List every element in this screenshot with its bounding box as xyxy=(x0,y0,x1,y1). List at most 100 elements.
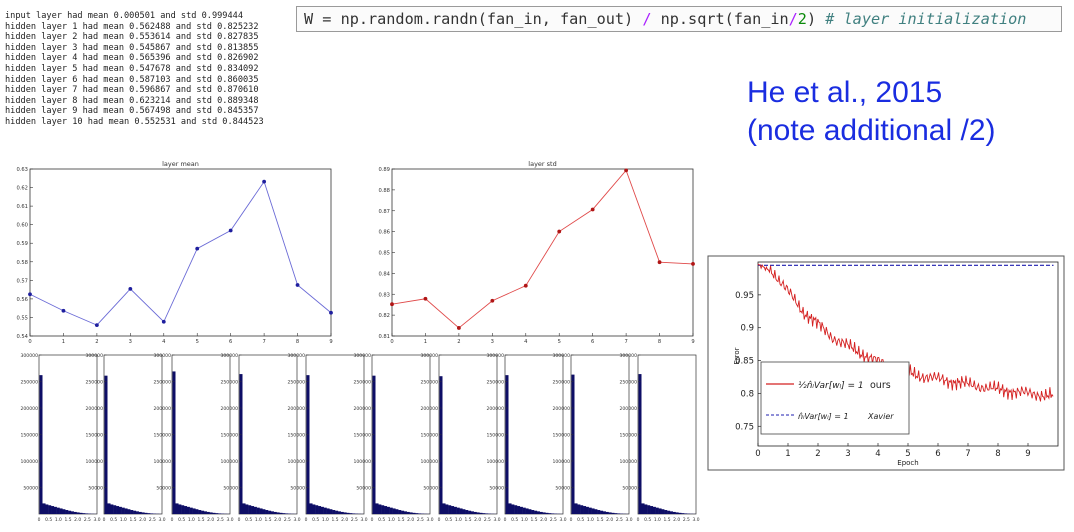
layer-mean-title: layer mean xyxy=(162,160,199,168)
error-x-tick-label: 8 xyxy=(995,449,1000,459)
histogram-bar xyxy=(130,510,134,514)
histogram-y-tick-label: 200000 xyxy=(153,406,171,412)
histogram-bar xyxy=(453,506,457,514)
histogram-bar xyxy=(536,511,540,514)
histogram-bar xyxy=(323,507,327,514)
layer-mean-point xyxy=(262,179,267,184)
histogram-bar xyxy=(335,510,339,514)
layer-mean-series-line xyxy=(29,180,332,326)
histogram-bar xyxy=(517,506,521,514)
layer-std-point xyxy=(590,207,595,212)
histogram-bar xyxy=(459,508,463,514)
histogram-y-tick-label: 300000 xyxy=(420,353,438,359)
histogram-bar xyxy=(195,509,199,514)
histogram-x-tick-label: 2.5 xyxy=(284,517,291,523)
histogram-bar xyxy=(664,510,668,514)
histogram-bar xyxy=(133,510,137,514)
histogram-x-tick-label: 1.5 xyxy=(597,517,604,523)
histogram-y-tick-label: 250000 xyxy=(486,380,504,386)
layer-std-point xyxy=(456,326,461,330)
histogram-x-tick-label: 1.5 xyxy=(531,517,538,523)
layer-std-x-tick-label: 2 xyxy=(457,339,460,345)
histogram-peak-bar xyxy=(239,374,243,514)
layer-std-point xyxy=(390,302,394,307)
histogram-bar xyxy=(508,503,512,514)
layer-mean-y-tick-label: 0.54 xyxy=(16,334,28,340)
histogram-y-tick-label: 300000 xyxy=(353,353,371,359)
layer-mean-y-tick-label: 0.60 xyxy=(16,223,28,229)
histogram-bar xyxy=(531,510,535,514)
histogram-bar xyxy=(150,513,154,514)
histogram-bar xyxy=(192,508,196,514)
layer-mean-plot-frame xyxy=(29,168,332,337)
histogram-bar xyxy=(113,505,117,514)
histogram-bar xyxy=(245,504,249,514)
histogram-y-tick-label: 200000 xyxy=(287,406,305,412)
histogram-bar xyxy=(253,506,257,514)
histogram-bar xyxy=(70,511,74,514)
histogram-y-tick-label: 100000 xyxy=(287,459,305,465)
activation-stats-log: input layer had mean 0.000501 and std 0.… xyxy=(5,11,264,128)
layer-mean-point xyxy=(329,310,333,315)
histogram-bar xyxy=(262,509,266,514)
error-x-tick-label: 4 xyxy=(875,449,880,459)
histogram-x-tick-label: 3.0 xyxy=(560,517,567,523)
histogram-y-tick-label: 150000 xyxy=(619,433,637,439)
histogram-y-tick-label: 100000 xyxy=(486,459,504,465)
histogram-bar xyxy=(409,512,413,514)
histogram-bar xyxy=(412,512,416,514)
layer-std-y-tick-label: 0.86 xyxy=(378,230,390,236)
histogram-bar xyxy=(62,509,66,514)
layer-mean-y-tick-label: 0.56 xyxy=(16,297,28,303)
histogram-x-tick-label: 2.0 xyxy=(139,517,146,523)
histogram-bar xyxy=(442,503,446,514)
layer-std-x-tick-label: 5 xyxy=(558,339,561,345)
legend-ours-formula: ½n̂ₗVar[wₗ] = 1 xyxy=(798,380,864,391)
histogram-bar xyxy=(259,508,263,514)
histogram-y-tick-label: 150000 xyxy=(85,433,103,439)
histogram-bar xyxy=(650,506,654,514)
error-y-tick-label: 0.75 xyxy=(735,422,754,432)
histogram-y-tick-label: 200000 xyxy=(220,406,238,412)
histogram-x-tick-label: 3.0 xyxy=(159,517,166,523)
histogram-x-tick-label: 0.5 xyxy=(378,517,385,523)
histogram-y-tick-label: 250000 xyxy=(552,380,570,386)
error-x-axis-label: Epoch xyxy=(897,459,918,467)
histogram-bar xyxy=(209,512,213,514)
histogram-bar xyxy=(273,511,277,514)
histogram-y-tick-label: 200000 xyxy=(486,406,504,412)
histogram-bar xyxy=(203,511,207,514)
histogram-bar xyxy=(462,509,466,514)
histogram-x-tick-label: 3.0 xyxy=(294,517,301,523)
histogram-y-tick-label: 150000 xyxy=(486,433,504,439)
histogram-x-tick-label: 2.5 xyxy=(149,517,156,523)
histogram-bar xyxy=(451,506,455,514)
layer-mean-y-tick-label: 0.55 xyxy=(16,315,28,321)
histogram-bar xyxy=(594,509,598,514)
histogram-bar xyxy=(144,512,148,514)
code-number: 2 xyxy=(797,10,807,28)
layer-mean-point xyxy=(195,246,200,251)
log-line: hidden layer 1 had mean 0.562488 and std… xyxy=(5,21,259,32)
histogram-bar xyxy=(268,510,272,514)
histogram-bar xyxy=(329,509,333,514)
histogram-bar xyxy=(107,503,111,514)
histogram-bar xyxy=(73,511,77,514)
error-y-axis-label: Error xyxy=(733,347,741,364)
histogram-x-tick-label: 0.5 xyxy=(644,517,651,523)
log-line: hidden layer 3 had mean 0.545867 and std… xyxy=(5,42,259,53)
histogram-bar xyxy=(678,512,682,514)
error-y-tick-label: 0.9 xyxy=(740,324,754,334)
histogram-bar xyxy=(392,508,396,514)
histogram-y-tick-label: 300000 xyxy=(486,353,504,359)
histogram-y-tick-label: 100000 xyxy=(20,459,38,465)
histogram-bar xyxy=(672,511,676,514)
histogram-bar xyxy=(135,511,139,514)
histogram-bar xyxy=(147,513,151,514)
histogram-bar xyxy=(118,506,122,514)
error-legend: ½n̂ₗVar[wₗ] = 1 ours n̂ₗVar[wₗ] = 1 Xavier xyxy=(760,361,910,435)
